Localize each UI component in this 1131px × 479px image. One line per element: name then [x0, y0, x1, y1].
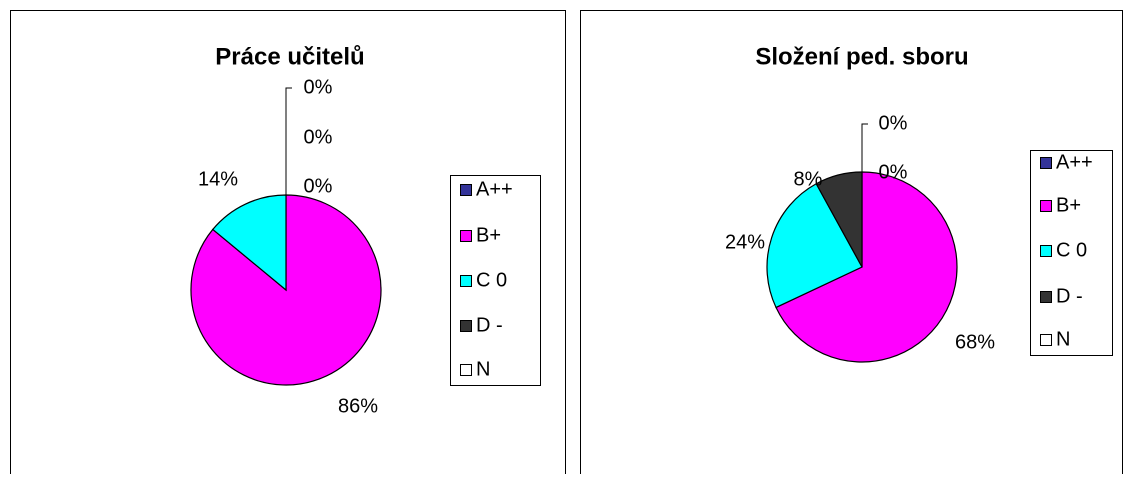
data-label: 0%: [304, 126, 333, 148]
leader-line: [285, 87, 292, 205]
legend-label: N: [476, 358, 490, 380]
legend-swatch: [460, 230, 472, 242]
legend-label: C 0: [476, 269, 507, 291]
legend-swatch: [1040, 291, 1052, 303]
chart-title: Složení ped. sboru: [755, 43, 968, 70]
data-label: 0%: [304, 76, 333, 98]
chart-title: Práce učitelů: [215, 43, 364, 70]
legend-swatch: [460, 320, 472, 332]
pie-slice: [211, 194, 287, 292]
legend-swatch: [1040, 157, 1052, 169]
legend-box: [450, 175, 541, 386]
data-label: 0%: [879, 112, 908, 134]
data-label: 8%: [794, 168, 823, 190]
leader-line: [861, 123, 868, 182]
legend-swatch: [460, 364, 472, 376]
pie-slice: [775, 171, 958, 363]
data-label: 0%: [304, 175, 333, 197]
legend-label: D -: [1056, 285, 1083, 307]
legend-swatch: [1040, 334, 1052, 346]
data-label: 24%: [725, 231, 765, 253]
legend-swatch: [1040, 245, 1052, 257]
legend-swatch: [460, 184, 472, 196]
legend-swatch: [460, 275, 472, 287]
pie-slice: [766, 182, 863, 309]
legend-label: C 0: [1056, 239, 1087, 261]
legend-label: N: [1056, 328, 1070, 350]
legend-label: A++: [1056, 151, 1093, 173]
legend-label: A++: [476, 178, 513, 200]
data-label: 14%: [198, 168, 238, 190]
legend-label: B+: [1056, 194, 1081, 216]
data-label: 0%: [879, 161, 908, 183]
legend-label: B+: [476, 224, 501, 246]
data-label: 68%: [955, 331, 995, 353]
data-label: 86%: [338, 395, 378, 417]
legend-label: D -: [476, 314, 503, 336]
legend-swatch: [1040, 200, 1052, 212]
